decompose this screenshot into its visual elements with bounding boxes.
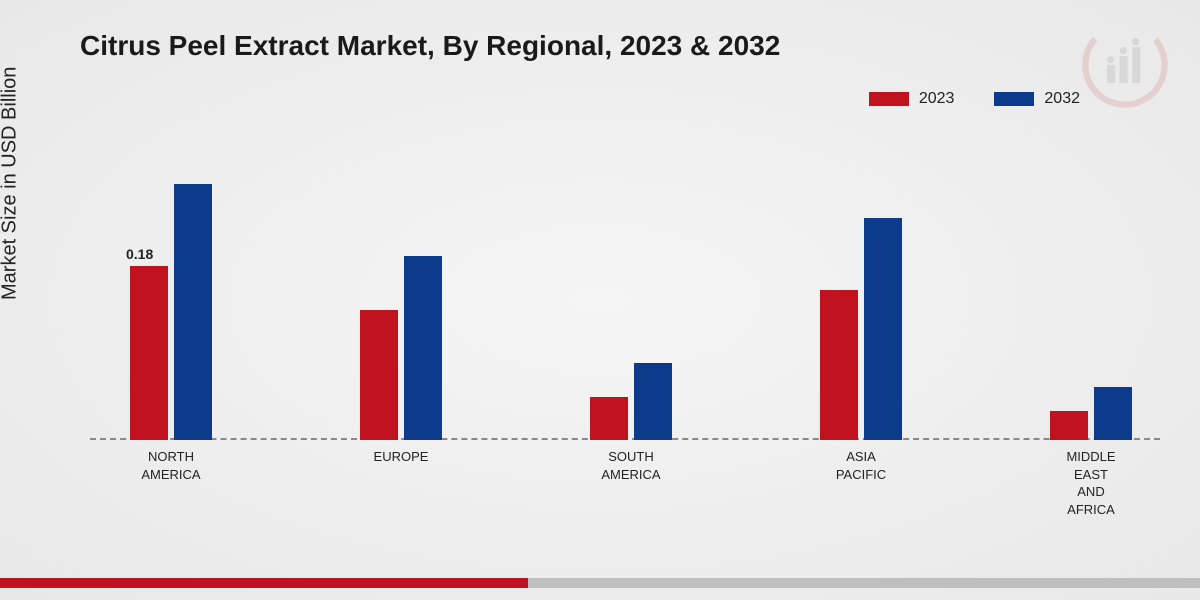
legend: 2023 2032 [869,90,1080,108]
x-axis-category-label: ASIAPACIFIC [791,448,931,483]
x-axis-category-label: SOUTHAMERICA [561,448,701,483]
bar [1094,387,1132,440]
footer-bar [0,578,1200,588]
legend-label-2023: 2023 [919,90,955,108]
bar-value-label: 0.18 [126,246,153,262]
bar [820,290,858,440]
bar [360,310,398,441]
x-axis-category-label: MIDDLEEASTANDAFRICA [1021,448,1161,518]
bar [864,218,902,440]
bar [130,266,168,440]
plot-area: 0.18 [90,150,1160,440]
chart-canvas: Citrus Peel Extract Market, By Regional,… [0,0,1200,600]
legend-swatch-2023 [869,92,909,106]
watermark-logo [1080,20,1170,110]
bar [174,184,212,440]
bar [634,363,672,440]
legend-item-2023: 2023 [869,90,955,108]
legend-swatch-2032 [994,92,1034,106]
footer-bar-red [0,578,528,588]
legend-label-2032: 2032 [1044,90,1080,108]
bar [590,397,628,441]
y-axis-label: Market Size in USD Billion [0,67,22,300]
footer-bar-gray [528,578,1200,588]
chart-title: Citrus Peel Extract Market, By Regional,… [80,30,780,62]
legend-item-2032: 2032 [994,90,1080,108]
bar [1050,411,1088,440]
x-axis-category-label: EUROPE [331,448,471,466]
bar [404,256,442,440]
x-axis-category-label: NORTHAMERICA [101,448,241,483]
